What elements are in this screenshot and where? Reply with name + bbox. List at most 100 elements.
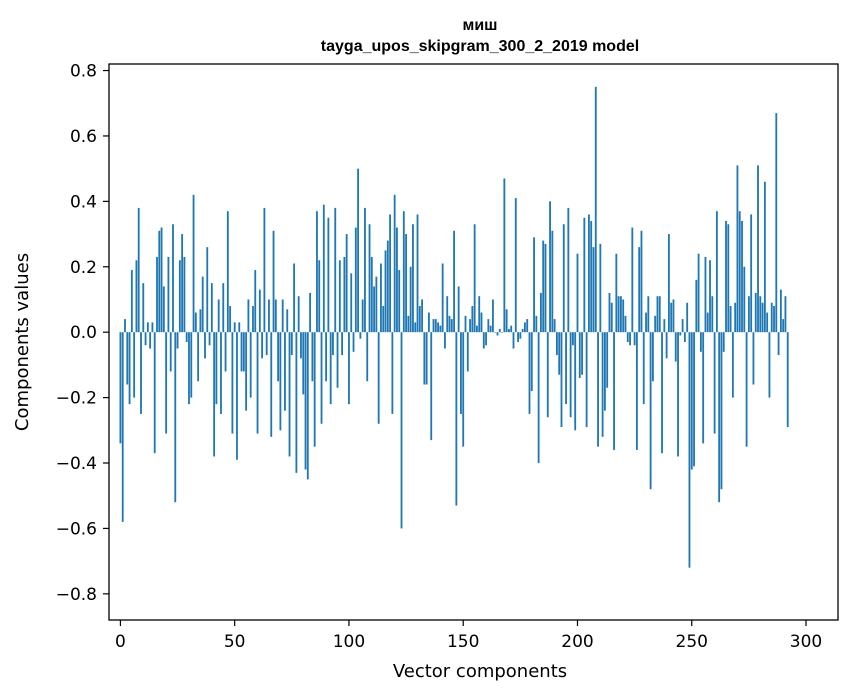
- bar-287: [775, 113, 778, 333]
- bar-194: [562, 224, 565, 333]
- y-tick-label: 0.0: [70, 323, 97, 343]
- bar-258: [709, 260, 711, 333]
- bar-273: [743, 266, 746, 333]
- bar-176: [521, 328, 524, 333]
- bar-58: [252, 306, 254, 333]
- bar-237: [661, 332, 663, 454]
- bar-6: [133, 332, 136, 398]
- bar-152: [466, 332, 469, 372]
- bar-209: [597, 332, 599, 447]
- bar-276: [750, 214, 753, 333]
- bar-199: [574, 332, 577, 431]
- bar-27: [181, 234, 184, 333]
- bar-201: [578, 332, 581, 378]
- bar-289: [779, 289, 782, 333]
- bar-89: [322, 204, 325, 333]
- x-tick-label: 50: [224, 632, 246, 652]
- bar-51: [236, 332, 238, 460]
- bar-77: [295, 332, 298, 473]
- bar-116: [384, 250, 387, 333]
- bar-148: [457, 286, 460, 333]
- bar-178: [526, 319, 529, 333]
- bar-84: [311, 332, 314, 382]
- bar-17: [158, 230, 161, 333]
- bar-179: [528, 332, 531, 414]
- bar-134: [425, 332, 428, 385]
- bar-161: [487, 319, 490, 333]
- bars-group: [119, 86, 789, 568]
- bar-227: [638, 247, 641, 333]
- bar-159: [482, 332, 485, 349]
- bar-292: [786, 332, 789, 428]
- bar-228: [640, 230, 643, 333]
- bar-278: [754, 292, 757, 333]
- bar-185: [542, 240, 545, 333]
- bar-124: [402, 211, 405, 333]
- bar-275: [747, 296, 750, 333]
- bar-264: [722, 332, 725, 352]
- bar-62: [261, 332, 264, 359]
- bar-127: [409, 266, 412, 333]
- bar-243: [674, 332, 677, 362]
- bar-150: [462, 332, 465, 447]
- bar-291: [784, 296, 787, 333]
- bar-186: [544, 243, 547, 333]
- bar-137: [432, 319, 435, 333]
- bar-242: [672, 299, 675, 333]
- bar-208: [594, 86, 597, 333]
- bar-173: [514, 198, 517, 333]
- bar-128: [412, 224, 414, 333]
- bar-282: [763, 181, 766, 333]
- bar-126: [407, 315, 410, 333]
- bar-140: [439, 325, 442, 333]
- y-tick-label: 0.8: [70, 62, 97, 82]
- bar-7: [135, 260, 138, 333]
- bar-169: [505, 309, 508, 333]
- y-axis-label: Components values: [12, 253, 33, 431]
- bar-281: [761, 302, 764, 333]
- x-tick-label: 200: [561, 632, 593, 652]
- bar-187: [546, 332, 549, 418]
- bar-5: [130, 270, 133, 333]
- bar-197: [569, 332, 572, 418]
- bar-52: [238, 322, 241, 333]
- bar-183: [537, 332, 540, 464]
- bar-247: [683, 332, 686, 342]
- bar-168: [503, 178, 506, 333]
- bar-172: [512, 332, 515, 349]
- bar-270: [736, 165, 739, 333]
- bar-92: [329, 332, 332, 405]
- bar-249: [688, 332, 691, 568]
- bar-66: [270, 332, 273, 437]
- bar-80: [302, 332, 305, 395]
- bar-151: [464, 315, 467, 333]
- bar-217: [615, 253, 618, 333]
- bar-30: [188, 332, 190, 405]
- bar-10: [142, 283, 145, 333]
- bar-216: [613, 332, 615, 450]
- bar-14: [151, 322, 154, 333]
- bar-3: [126, 332, 129, 385]
- chart-title-line2: tayga_upos_skipgram_300_2_2019 model: [321, 38, 639, 55]
- bar-11: [144, 332, 147, 346]
- bar-252: [695, 279, 698, 333]
- bar-202: [581, 332, 583, 375]
- plot-frame: [108, 63, 839, 621]
- bar-76: [293, 263, 296, 333]
- bar-33: [194, 312, 197, 333]
- bar-98: [343, 256, 346, 333]
- x-tick-label: 150: [447, 632, 479, 652]
- bar-29: [185, 332, 188, 342]
- bar-31: [190, 332, 193, 398]
- bar-135: [428, 312, 430, 333]
- bar-263: [720, 332, 723, 490]
- x-tick-label: 0: [115, 632, 126, 652]
- bar-211: [601, 332, 604, 437]
- bar-153: [469, 319, 471, 333]
- bar-117: [386, 240, 389, 333]
- bar-184: [540, 292, 542, 333]
- y-tick-label: 0.2: [70, 258, 97, 278]
- bar-164: [494, 332, 497, 333]
- bar-129: [414, 322, 417, 333]
